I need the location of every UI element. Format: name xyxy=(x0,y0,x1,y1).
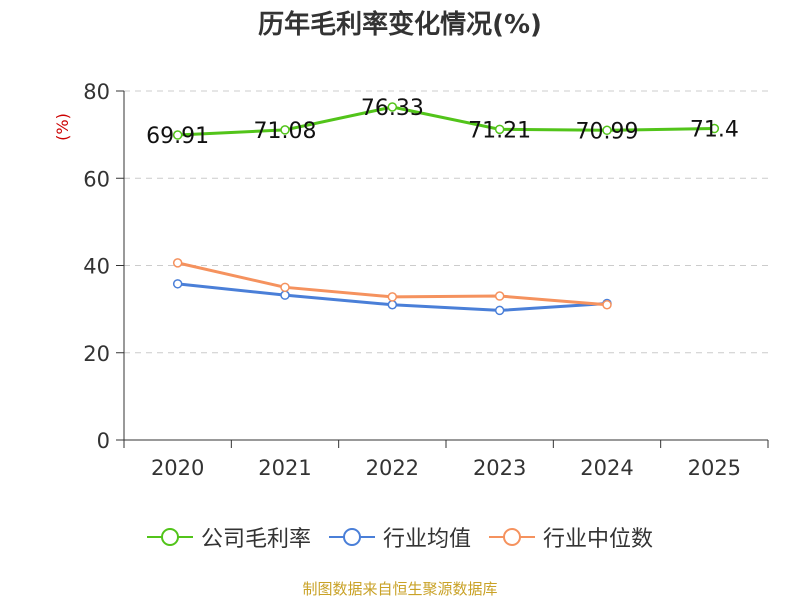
data-label: 71.08 xyxy=(254,119,317,144)
legend-line-icon xyxy=(328,528,375,546)
series-lines xyxy=(172,102,720,316)
data-point xyxy=(172,279,183,289)
y-tick-label: 80 xyxy=(83,80,110,104)
data-point xyxy=(172,258,183,268)
source-note: 制图数据来自恒生聚源数据库 xyxy=(302,580,498,598)
y-tick-label: 40 xyxy=(83,255,110,279)
y-tick-label: 60 xyxy=(83,167,110,191)
data-point xyxy=(172,130,183,140)
legend-label: 行业均值 xyxy=(382,527,471,552)
legend-label: 公司毛利率 xyxy=(200,527,311,552)
data-point xyxy=(280,282,290,293)
data-label: 71.4 xyxy=(690,118,739,143)
data-label: 71.21 xyxy=(468,118,531,143)
y-axis-label: (%) xyxy=(53,113,72,141)
data-label: 70.99 xyxy=(576,119,639,144)
legend-item-industry-mean[interactable]: 行业均值 xyxy=(328,521,471,553)
gridlines xyxy=(124,90,768,354)
data-point xyxy=(709,123,720,134)
data-label: 69.91 xyxy=(146,124,209,149)
axes: 0 20 40 60 80 (%) 2020 2021 2022 2023 2024 2025 xyxy=(53,80,769,480)
chart-title: 历年毛利率变化情况(%) xyxy=(258,10,542,40)
x-tick-label: 2024 xyxy=(580,456,633,480)
data-point xyxy=(494,124,505,135)
y-tick-label: 20 xyxy=(83,342,110,366)
data-point xyxy=(280,125,290,135)
data-point xyxy=(387,292,398,302)
x-tick-label: 2020 xyxy=(151,456,204,480)
data-point xyxy=(387,102,398,112)
data-point xyxy=(602,300,612,310)
data-labels: 69.91 71.08 76.33 71.21 70.99 71.4 xyxy=(146,96,739,149)
series-line-0 xyxy=(177,105,715,137)
legend-item-company[interactable]: 公司毛利率 xyxy=(146,521,311,553)
data-label: 76.33 xyxy=(361,96,424,121)
data-point xyxy=(494,305,505,316)
x-tick-label: 2022 xyxy=(366,456,419,480)
data-point xyxy=(494,291,505,301)
data-point xyxy=(387,300,398,310)
y-tick-label: 0 xyxy=(97,429,110,453)
legend-line-icon xyxy=(489,528,535,546)
legend: 公司毛利率 行业均值 行业中位数 xyxy=(0,520,800,554)
legend-line-icon xyxy=(146,528,193,546)
legend-label: 行业中位数 xyxy=(543,527,654,552)
x-tick-label: 2025 xyxy=(688,456,741,480)
x-tick-label: 2023 xyxy=(473,456,526,480)
legend-item-industry-median[interactable]: 行业中位数 xyxy=(489,521,653,553)
x-tick-label: 2021 xyxy=(258,456,311,480)
data-point xyxy=(602,125,612,136)
data-point xyxy=(280,290,290,300)
